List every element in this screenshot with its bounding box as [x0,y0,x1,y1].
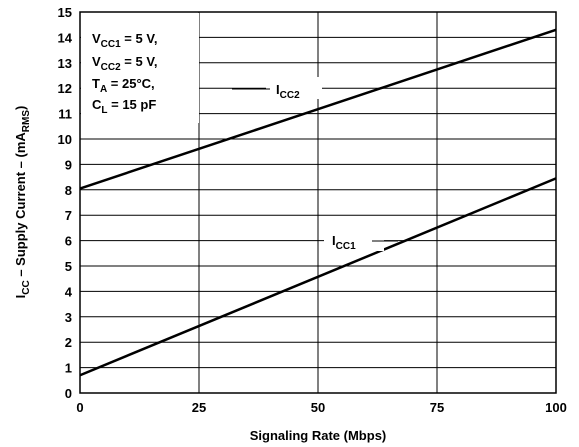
y-tick-label: 3 [65,310,72,325]
y-tick-label: 12 [58,81,72,96]
condition-vcc2: VCC2 = 5 V, [92,54,157,73]
y-tick-label: 7 [65,208,72,223]
x-axis-title: Signaling Rate (Mbps) [250,428,387,443]
x-tick-labels: 0 25 50 75 100 [76,400,566,415]
x-tick-label: 100 [545,400,567,415]
y-tick-label: 1 [65,361,72,376]
condition-vcc1: VCC1 = 5 V, [92,31,157,50]
y-tick-label: 2 [65,335,72,350]
x-tick-label: 50 [311,400,325,415]
conditions-annotation: VCC1 = 5 V, VCC2 = 5 V, TA = 25°C, CL = … [81,13,199,123]
y-axis-title: ICC – Supply Current – (mARMS) [13,106,32,299]
x-tick-label: 75 [430,400,444,415]
y-tick-label: 13 [58,56,72,71]
y-tick-label: 8 [65,183,72,198]
icc2-label-group: ICC2 [232,77,322,101]
condition-ta: TA = 25°C, [92,76,155,95]
plot-frame [79,11,557,394]
icc2-label-background [266,77,322,99]
icc1-label-group: ICC1 [324,229,398,252]
y-tick-label: 10 [58,132,72,147]
condition-cl: CL = 15 pF [92,97,156,116]
y-tick-label: 9 [65,157,72,172]
y-tick-label: 0 [65,386,72,401]
y-tick-label: 4 [65,284,73,299]
y-tick-label: 15 [58,5,72,20]
icc2-label: ICC2 [276,82,300,101]
conditions-background [81,13,199,123]
series-line-cc1 [79,177,557,377]
series-line-cc2 [79,28,557,190]
x-tick-label: 25 [192,400,206,415]
y-tick-label: 11 [58,107,72,122]
x-tick-label: 0 [76,400,83,415]
y-tick-label: 14 [58,30,73,45]
series-lines [79,28,557,377]
icc1-label: ICC1 [332,233,356,252]
y-tick-label: 5 [65,259,72,274]
icc1-label-background [324,229,384,251]
y-tick-label: 6 [65,234,72,249]
